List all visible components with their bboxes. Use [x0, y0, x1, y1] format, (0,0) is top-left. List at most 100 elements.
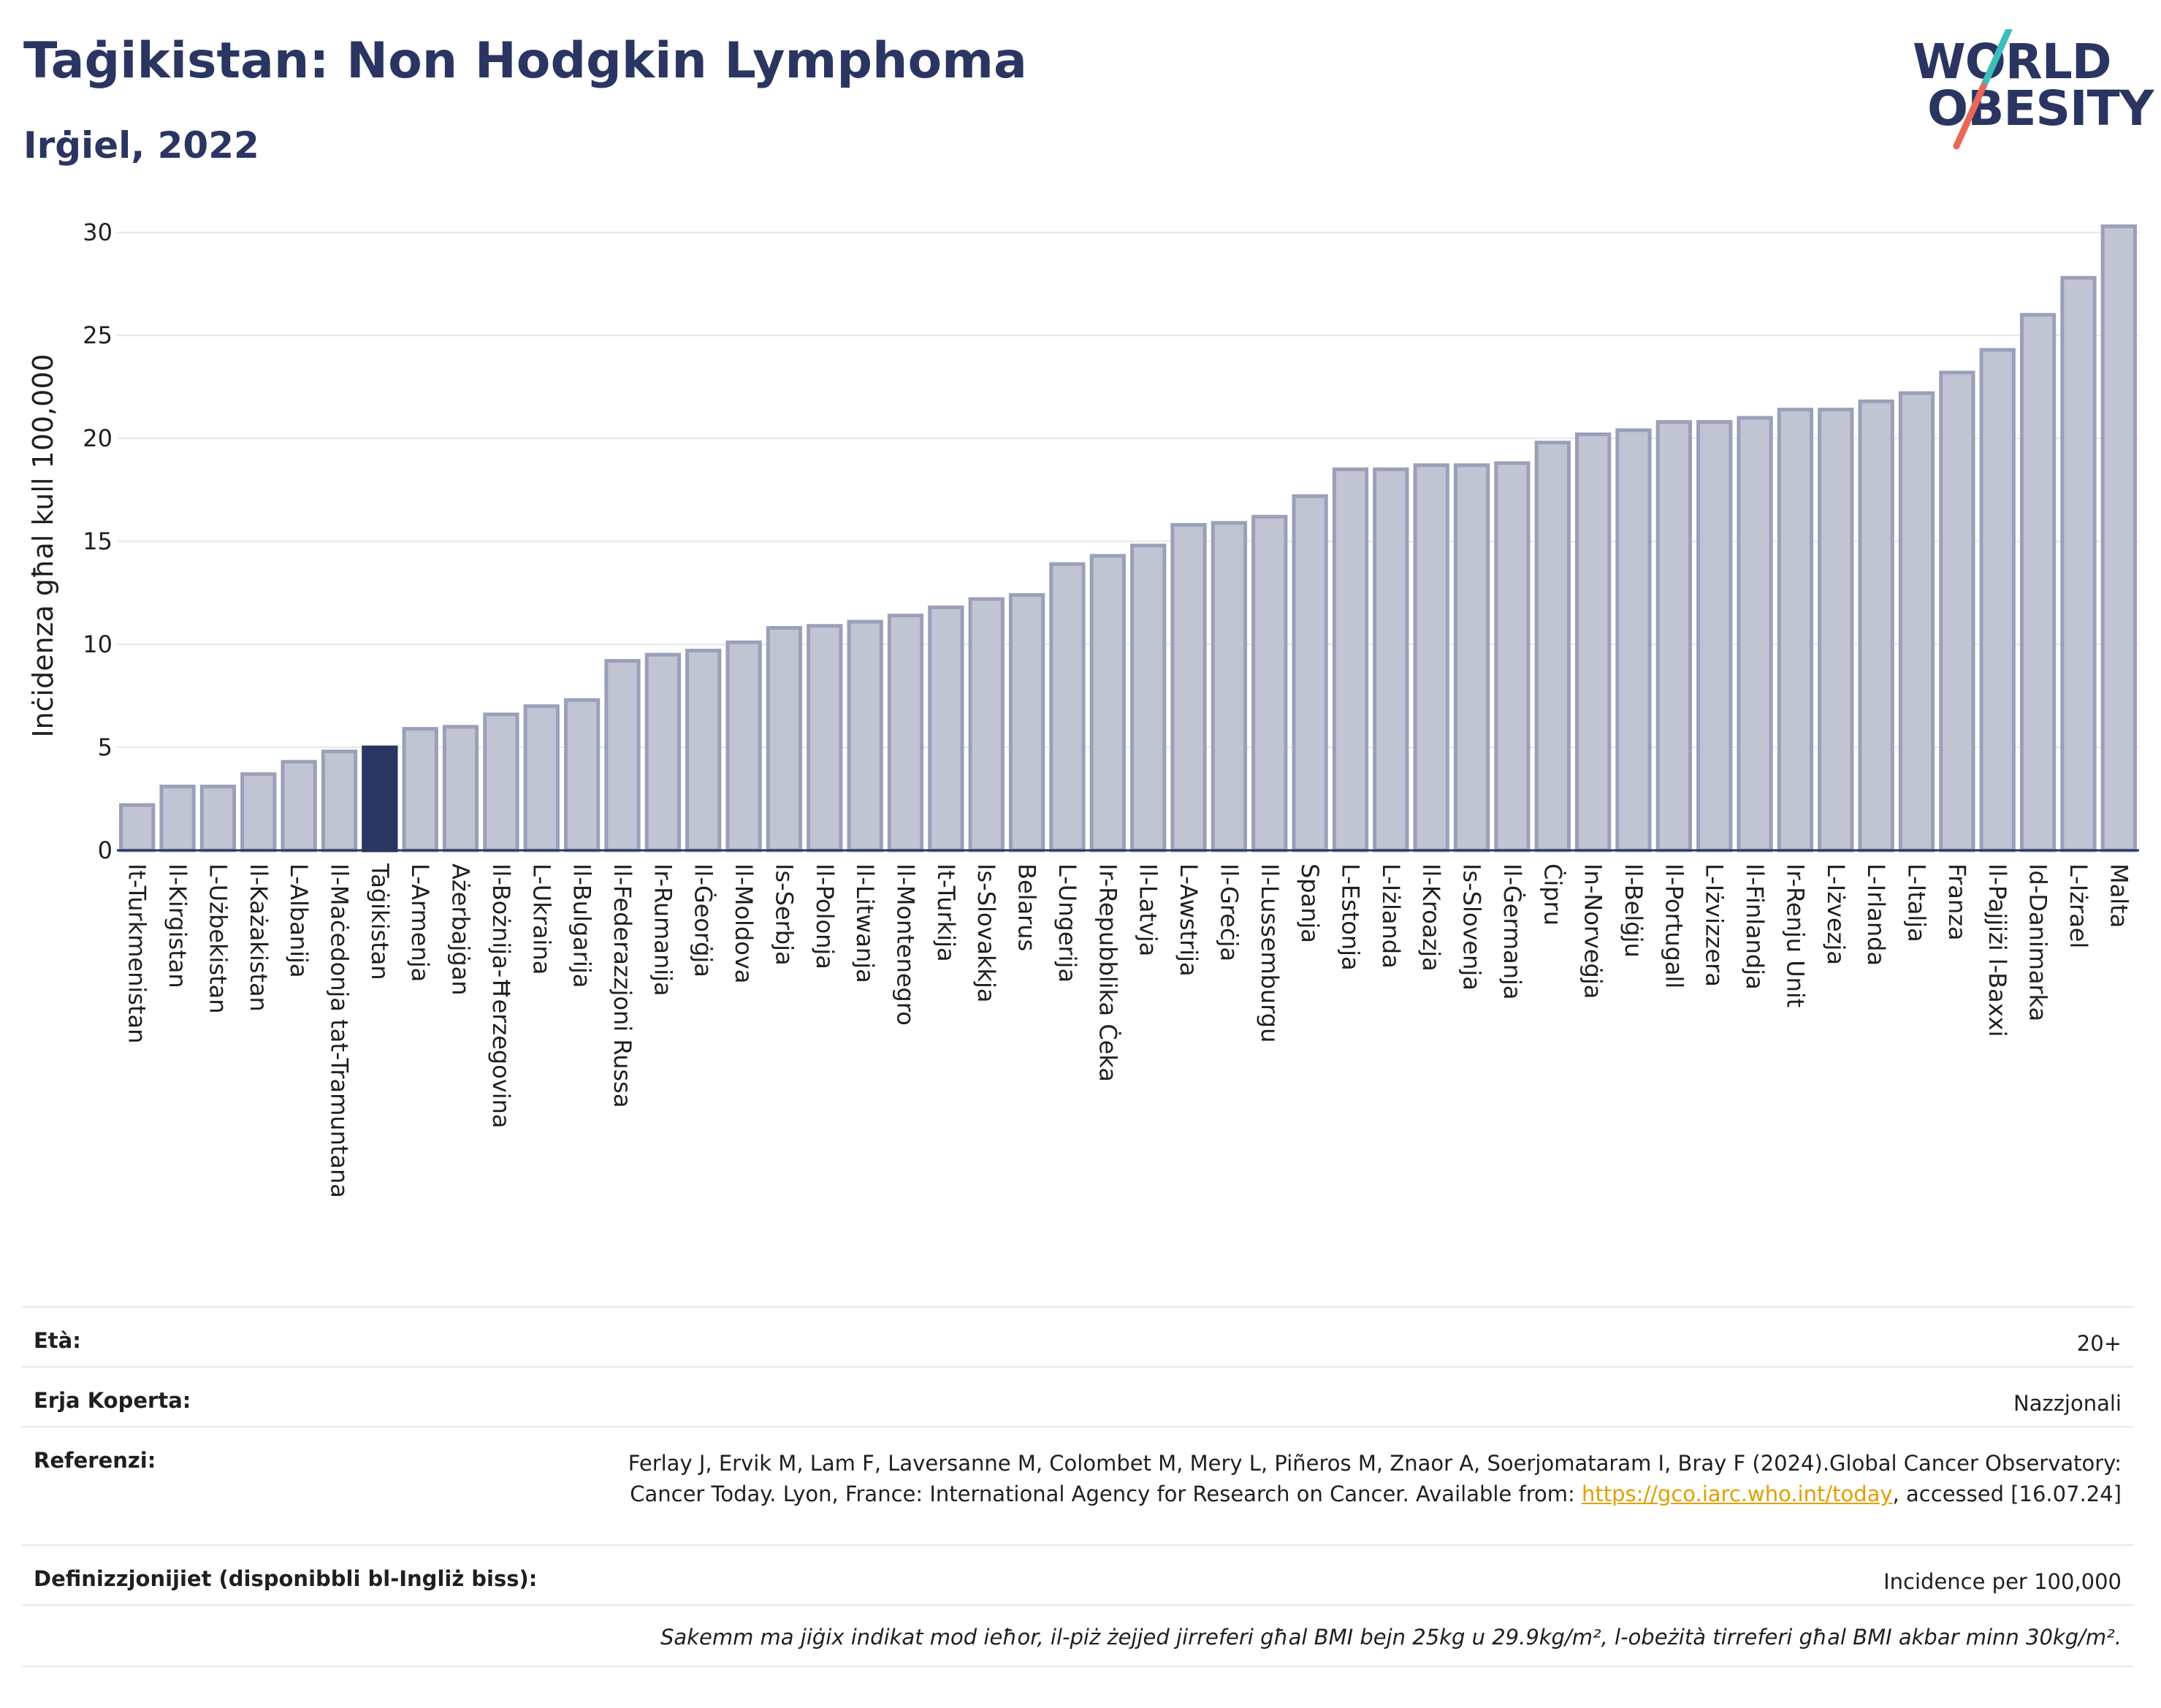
y-tick-label: 20 — [83, 424, 113, 452]
x-tick-label: L-Ukraina — [527, 863, 555, 975]
bar — [1130, 544, 1167, 853]
x-tick-label: It-Turkija — [932, 863, 960, 962]
x-tick-label: Il-Montenegro — [892, 863, 920, 1026]
reference-accessed: , accessed [16.07.24] — [1892, 1482, 2122, 1506]
bar — [685, 649, 722, 853]
x-tick-label: In-Norveġja — [1579, 863, 1607, 999]
bar — [1696, 420, 1733, 853]
x-tick-label: Il-Litwanja — [851, 863, 879, 983]
bar — [1655, 420, 1693, 853]
x-tick-label: L-Ungerija — [1053, 863, 1081, 983]
x-tick-label: Il-Belġju — [1620, 863, 1647, 958]
bar — [199, 785, 237, 853]
bar — [1979, 348, 2016, 853]
x-tick-label: L-Iżrael — [2065, 863, 2092, 948]
x-tick-label: Il-Federazzjoni Russa — [609, 863, 636, 1107]
page-subtitle: Irġiel, 2022 — [23, 124, 259, 167]
x-tick-label: Il-Bożnija-Ħerzegovina — [487, 863, 515, 1129]
bar — [1737, 416, 1773, 853]
chart-bars — [119, 224, 2137, 853]
bar — [1615, 428, 1652, 853]
bar — [725, 640, 762, 853]
bar-chart: 0 5 10 15 20 25 30 It-Turkmenistan Il-Kirgistan… — [27, 218, 2139, 1198]
x-tick-label: L-Italja — [1903, 863, 1931, 942]
bar — [563, 698, 601, 853]
x-tick-label: Il-Bulgarija — [568, 863, 596, 988]
bar — [1777, 408, 1814, 853]
reference-text: Ferlay J, Ervik M, Lam F, Laversanne M, … — [628, 1451, 2122, 1506]
x-tick-label: Franza — [1943, 863, 1971, 941]
x-axis-labels: It-Turkmenistan Il-Kirgistan L-Użbekistan I… — [123, 863, 2133, 1198]
x-tick-label: L-Irlanda — [1862, 863, 1890, 966]
definitions-label: Definizzjonijiet (disponibbli bl-Ingliż … — [34, 1566, 538, 1591]
x-tick-label: Ażerbajġan — [447, 863, 475, 996]
y-tick-label: 30 — [83, 218, 113, 246]
bar — [1170, 523, 1207, 853]
y-tick-label: 10 — [83, 630, 113, 658]
x-tick-label: Ir-Rumanija — [649, 863, 676, 996]
bar — [928, 605, 964, 853]
area-label: Erja Koperta: — [34, 1388, 191, 1413]
x-tick-label: Il-Każakistan — [245, 863, 272, 1012]
bar — [604, 659, 641, 853]
x-tick-label: Il-Kroazja — [1417, 863, 1445, 972]
x-tick-label: L-Iżvezja — [1822, 863, 1850, 965]
bar — [1292, 494, 1328, 853]
definitions-value: Incidence per 100,000 — [1883, 1569, 2122, 1594]
x-tick-label: Is-Slovakkja — [972, 863, 1000, 1003]
bar — [766, 626, 803, 853]
x-tick-label: Il-Kirgistan — [164, 863, 191, 988]
area-value: Nazzjonali — [2013, 1391, 2122, 1416]
y-tick-label: 25 — [83, 321, 113, 349]
bar — [1574, 432, 1612, 853]
bar — [1211, 521, 1248, 853]
x-tick-label: L-Użbekistan — [204, 863, 232, 1014]
bar — [644, 652, 682, 853]
world-obesity-logo[interactable]: WORLD OBESITY — [1899, 29, 2154, 153]
bar-highlighted — [362, 745, 398, 853]
meta-row-area: Erja Koperta: Nazzjonali — [22, 1366, 2133, 1426]
x-tick-label: Ir-Repubblika Ċeka — [1094, 863, 1121, 1082]
y-tick-label: 5 — [98, 733, 113, 761]
bar — [1898, 391, 1935, 853]
meta-row-footnote: Sakemm ma jiġix indikat mod ieħor, il-pi… — [22, 1604, 2133, 1666]
x-tick-label: Il-Lussemburgu — [1256, 863, 1284, 1042]
age-label: Età: — [34, 1328, 81, 1353]
x-tick-label: Ċipru — [1539, 863, 1566, 926]
x-tick-label: Is-Slovenja — [1458, 863, 1486, 991]
bar — [1494, 461, 1531, 853]
bar — [1818, 408, 1854, 853]
x-tick-label: L-Iżlanda — [1377, 863, 1405, 969]
references-label: Referenzi: — [34, 1448, 156, 1473]
bar — [2019, 313, 2057, 853]
x-tick-label: Il-Ġermanja — [1498, 863, 1526, 1000]
x-tick-label: Il-Finlandja — [1741, 863, 1769, 990]
bar — [1453, 463, 1490, 853]
y-axis-ticks: 0 5 10 15 20 25 30 — [83, 218, 113, 864]
x-tick-label: Malta — [2105, 863, 2133, 928]
bar — [2100, 224, 2137, 853]
x-tick-label: Il-Portugall — [1660, 863, 1688, 988]
bar — [1089, 554, 1126, 853]
bar — [159, 785, 196, 853]
y-tick-label: 0 — [98, 836, 113, 864]
bar — [1413, 463, 1449, 853]
bar — [483, 712, 519, 853]
x-tick-label: Belarus — [1013, 863, 1041, 951]
bar — [807, 624, 843, 853]
footnote: Sakemm ma jiġix indikat mod ieħor, il-pi… — [660, 1625, 2122, 1650]
bar — [281, 760, 317, 853]
reference-link[interactable]: https://gco.iarc.who.int/today — [1581, 1482, 1893, 1506]
bar — [2060, 275, 2097, 853]
bar — [321, 750, 358, 853]
x-tick-label: Ir-Renju Unit — [1781, 863, 1809, 1007]
bar — [1858, 399, 1894, 853]
logo-slash-icon — [1953, 29, 2013, 150]
bar — [523, 704, 560, 853]
bar — [402, 727, 438, 853]
x-tick-label: Il-Polonja — [811, 863, 839, 969]
x-tick-label: Spanja — [1296, 863, 1324, 943]
bar — [847, 619, 883, 853]
x-tick-label: Taġikistan — [366, 863, 394, 980]
bar — [1251, 514, 1288, 853]
